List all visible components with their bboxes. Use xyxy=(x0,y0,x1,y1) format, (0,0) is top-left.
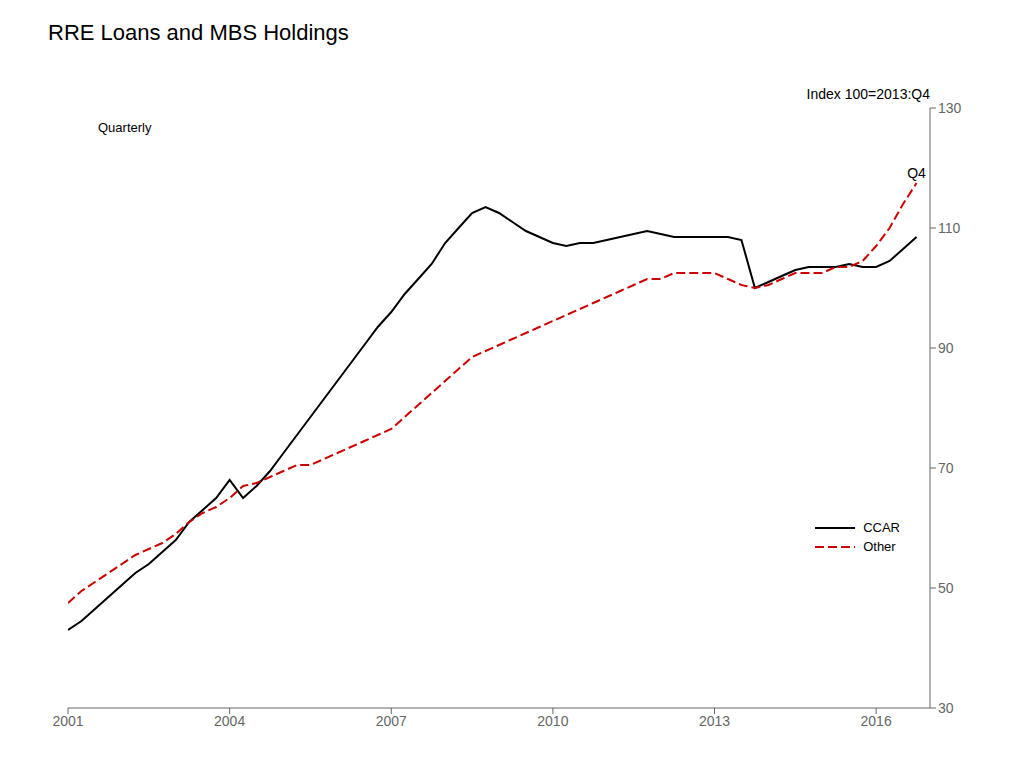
svg-text:2016: 2016 xyxy=(861,713,892,729)
svg-text:130: 130 xyxy=(938,100,962,116)
svg-text:2007: 2007 xyxy=(376,713,407,729)
svg-text:Q4: Q4 xyxy=(907,165,926,181)
html-text:Other: Other xyxy=(863,539,896,554)
svg-text:2010: 2010 xyxy=(537,713,568,729)
svg-text:110: 110 xyxy=(938,220,961,236)
svg-text:90: 90 xyxy=(938,340,954,356)
html-text:Index 100=2013:Q4: Index 100=2013:Q4 xyxy=(806,86,930,102)
svg-text:70: 70 xyxy=(938,460,954,476)
html-text:CCAR: CCAR xyxy=(863,520,900,535)
svg-text:2001: 2001 xyxy=(52,713,83,729)
svg-text:2004: 2004 xyxy=(214,713,245,729)
html-text:RRE Loans and MBS Holdings: RRE Loans and MBS Holdings xyxy=(48,20,349,45)
html-text:Quarterly: Quarterly xyxy=(98,120,152,135)
svg-text:30: 30 xyxy=(938,700,954,716)
svg-text:50: 50 xyxy=(938,580,954,596)
svg-text:2013: 2013 xyxy=(699,713,730,729)
